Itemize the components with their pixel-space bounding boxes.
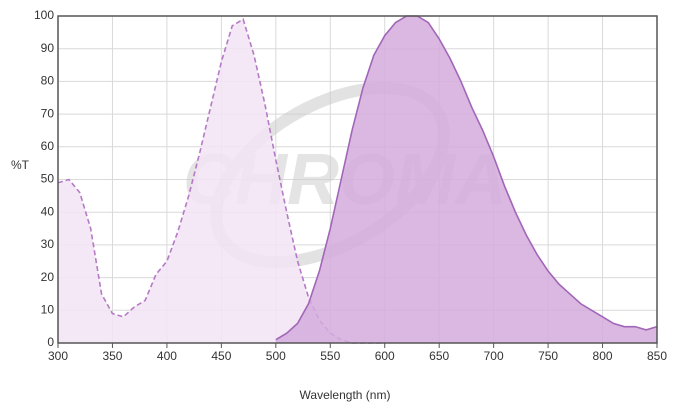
area-fill xyxy=(275,16,657,343)
y-tick-label: 40 xyxy=(41,204,55,218)
y-tick-label: 50 xyxy=(41,172,55,186)
y-tick-label: 70 xyxy=(41,106,55,120)
y-tick-label: 20 xyxy=(41,270,55,284)
y-tick-label: 90 xyxy=(41,41,55,55)
plot-frame xyxy=(57,15,658,344)
x-tick-label: 400 xyxy=(157,349,177,363)
y-axis-label: %T xyxy=(11,158,30,172)
y-tick-label: 10 xyxy=(41,302,55,316)
y-tick-label: 100 xyxy=(34,8,54,22)
x-tick-label: 500 xyxy=(266,349,286,363)
x-tick-label: 350 xyxy=(102,349,122,363)
x-axis-label: Wavelength (nm) xyxy=(300,388,391,402)
y-tick-label: 0 xyxy=(47,335,54,349)
x-tick-label: 450 xyxy=(211,349,231,363)
area-line xyxy=(275,15,658,341)
x-tick-label: 600 xyxy=(375,349,395,363)
area-fill xyxy=(58,19,385,344)
x-tick-label: 700 xyxy=(484,349,504,363)
plot xyxy=(57,15,658,344)
y-tick-label: 30 xyxy=(41,237,55,251)
y-tick-label: 60 xyxy=(41,139,55,153)
y-tick-label: 80 xyxy=(41,74,55,88)
x-tick-label: 300 xyxy=(48,349,68,363)
x-tick-label: 800 xyxy=(593,349,613,363)
x-tick-label: 850 xyxy=(647,349,667,363)
x-tick-label: 650 xyxy=(429,349,449,363)
x-tick-label: 750 xyxy=(538,349,558,363)
x-tick-label: 550 xyxy=(320,349,340,363)
